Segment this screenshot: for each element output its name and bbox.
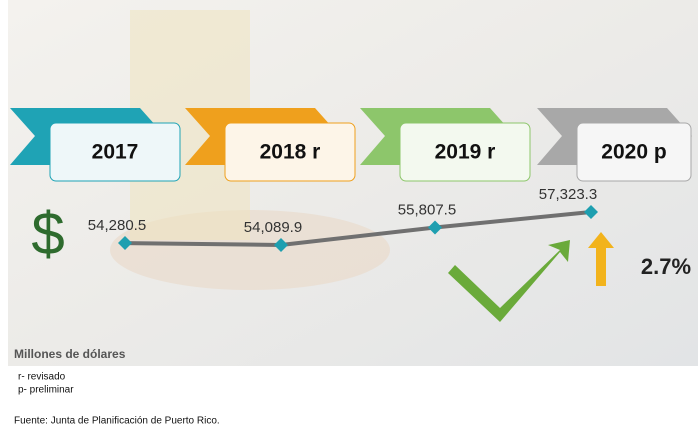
note: r- revisado	[18, 372, 66, 383]
marker	[584, 205, 598, 219]
year-box	[576, 122, 692, 182]
year-label: 2019 r	[435, 141, 496, 164]
source: Fuente: Junta de Planificación de Puerto…	[14, 416, 220, 427]
unit-label: Millones de dólares	[14, 347, 126, 361]
marker	[118, 236, 132, 251]
value-label: 57,323.3	[539, 186, 597, 203]
value-label: 54,280.5	[88, 217, 146, 234]
check-mark	[448, 240, 570, 322]
chevrons	[10, 108, 692, 182]
year-label: 2020 p	[601, 141, 666, 164]
dollar-sign: $	[31, 200, 64, 267]
year-box	[399, 122, 531, 182]
year-box	[224, 122, 356, 182]
marker	[428, 220, 442, 235]
year-label: 2017	[92, 141, 139, 164]
marker	[274, 238, 288, 252]
growth-label: 2.7%	[641, 254, 691, 279]
year-box	[49, 122, 181, 182]
note: p- preliminar	[18, 385, 74, 396]
year-label: 2018 r	[260, 141, 321, 164]
background	[8, 0, 698, 366]
up-arrow	[588, 232, 614, 286]
value-label: 54,089.9	[244, 219, 302, 236]
value-label: 55,807.5	[398, 201, 456, 218]
line	[124, 210, 592, 248]
